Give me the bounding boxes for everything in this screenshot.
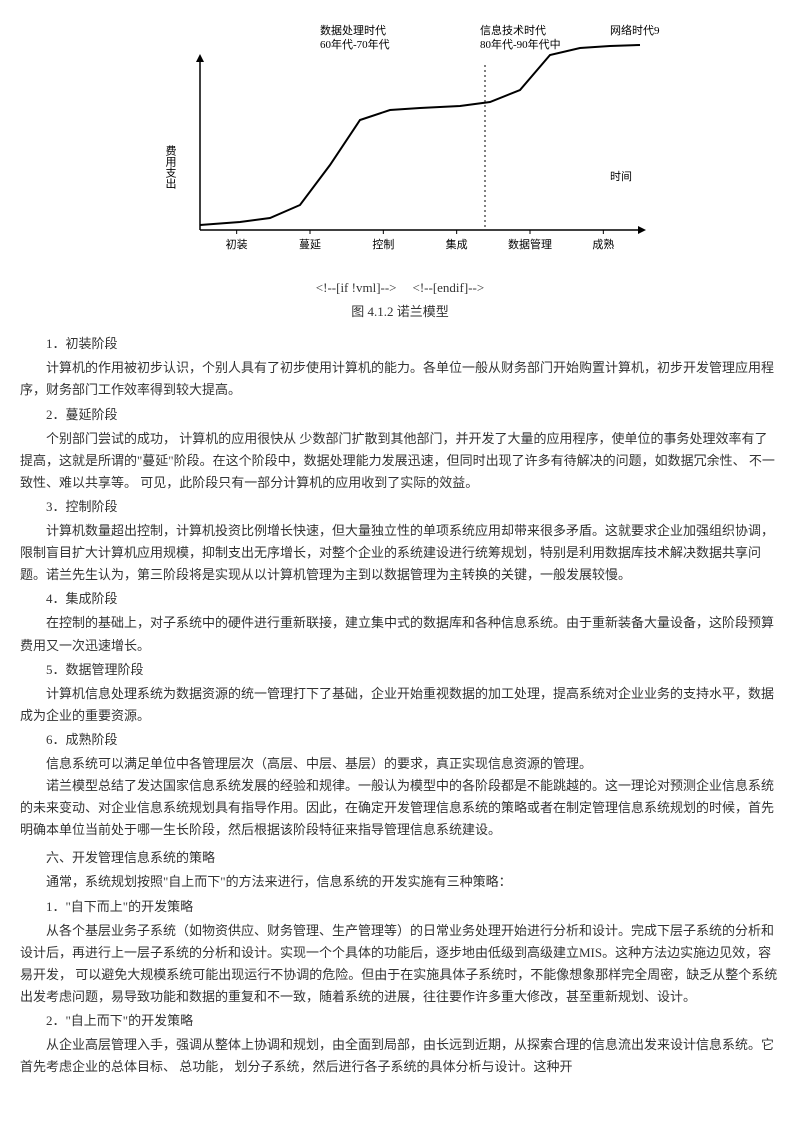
stage-2-para-0: 个别部门尝试的成功， 计算机的应用很快从 少数部门扩散到其他部门，并开发了大量的… xyxy=(20,428,780,494)
vml-prefix: <!--[if !vml]--> xyxy=(316,277,397,299)
svg-text:初装: 初装 xyxy=(226,237,248,251)
svg-text:网络时代90年代后: 网络时代90年代后 xyxy=(610,23,660,37)
svg-text:时间: 时间 xyxy=(610,170,632,183)
strategy-1-title: 1．"自下而上"的开发策略 xyxy=(20,896,780,918)
stage-6-para-1: 诺兰模型总结了发达国家信息系统发展的经验和规律。一般认为模型中的各阶段都是不能跳… xyxy=(20,775,780,841)
svg-text:集成: 集成 xyxy=(446,237,468,251)
stage-6-para-0: 信息系统可以满足单位中各管理层次（高层、中层、基层）的要求，真正实现信息资源的管… xyxy=(20,753,780,775)
stage-6-title: 6．成熟阶段 xyxy=(20,729,780,751)
strategy-2-body: 从企业高层管理入手，强调从整体上协调和规划，由全面到局部，由长远到近期，从探索合… xyxy=(20,1034,780,1078)
stage-3-title: 3．控制阶段 xyxy=(20,496,780,518)
section-6-title: 六、开发管理信息系统的策略 xyxy=(20,847,780,869)
stage-5-para-0: 计算机信息处理系统为数据资源的统一管理打下了基础，企业开始重视数据的加工处理，提… xyxy=(20,683,780,727)
document-body: 1．初装阶段计算机的作用被初步认识，个别人具有了初步使用计算机的能力。各单位一般… xyxy=(20,333,780,841)
stage-5-title: 5．数据管理阶段 xyxy=(20,659,780,681)
chart-caption: 图 4.1.2 诺兰模型 xyxy=(20,301,780,323)
svg-text:蔓延: 蔓延 xyxy=(299,237,321,251)
stage-1-para-0: 计算机的作用被初步认识，个别人具有了初步使用计算机的能力。各单位一般从财务部门开… xyxy=(20,357,780,401)
stage-1-title: 1．初装阶段 xyxy=(20,333,780,355)
stage-3-para-0: 计算机数量超出控制，计算机投资比例增长快速，但大量独立性的单项系统应用却带来很多… xyxy=(20,520,780,586)
svg-text:费用支出: 费用支出 xyxy=(164,145,177,189)
svg-text:80年代-90年代中: 80年代-90年代中 xyxy=(480,37,561,51)
section-6-intro: 通常，系统规划按照"自上而下"的方法来进行，信息系统的开发实施有三种策略： xyxy=(20,871,780,893)
svg-text:数据处理时代: 数据处理时代 xyxy=(320,23,386,37)
svg-text:信息技术时代: 信息技术时代 xyxy=(480,23,546,37)
vml-suffix: <!--[endif]--> xyxy=(413,277,485,299)
svg-text:60年代-70年代: 60年代-70年代 xyxy=(320,37,390,51)
strategy-2-title: 2．"自上而下"的开发策略 xyxy=(20,1010,780,1032)
stage-4-title: 4．集成阶段 xyxy=(20,588,780,610)
nolan-model-chart: 数据处理时代60年代-70年代 信息技术时代80年代-90年代中 网络时代90年代后… xyxy=(20,20,780,323)
svg-text:控制: 控制 xyxy=(372,237,394,251)
svg-text:成熟: 成熟 xyxy=(592,237,614,251)
strategies-list: 1．"自下而上"的开发策略从各个基层业务子系统（如物资供应、财务管理、生产管理等… xyxy=(20,896,780,1079)
strategy-1-body: 从各个基层业务子系统（如物资供应、财务管理、生产管理等）的日常业务处理开始进行分… xyxy=(20,920,780,1008)
stage-2-title: 2．蔓延阶段 xyxy=(20,404,780,426)
svg-text:数据管理: 数据管理 xyxy=(508,237,552,251)
stage-4-para-0: 在控制的基础上，对子系统中的硬件进行重新联接，建立集中式的数据库和各种信息系统。… xyxy=(20,612,780,656)
